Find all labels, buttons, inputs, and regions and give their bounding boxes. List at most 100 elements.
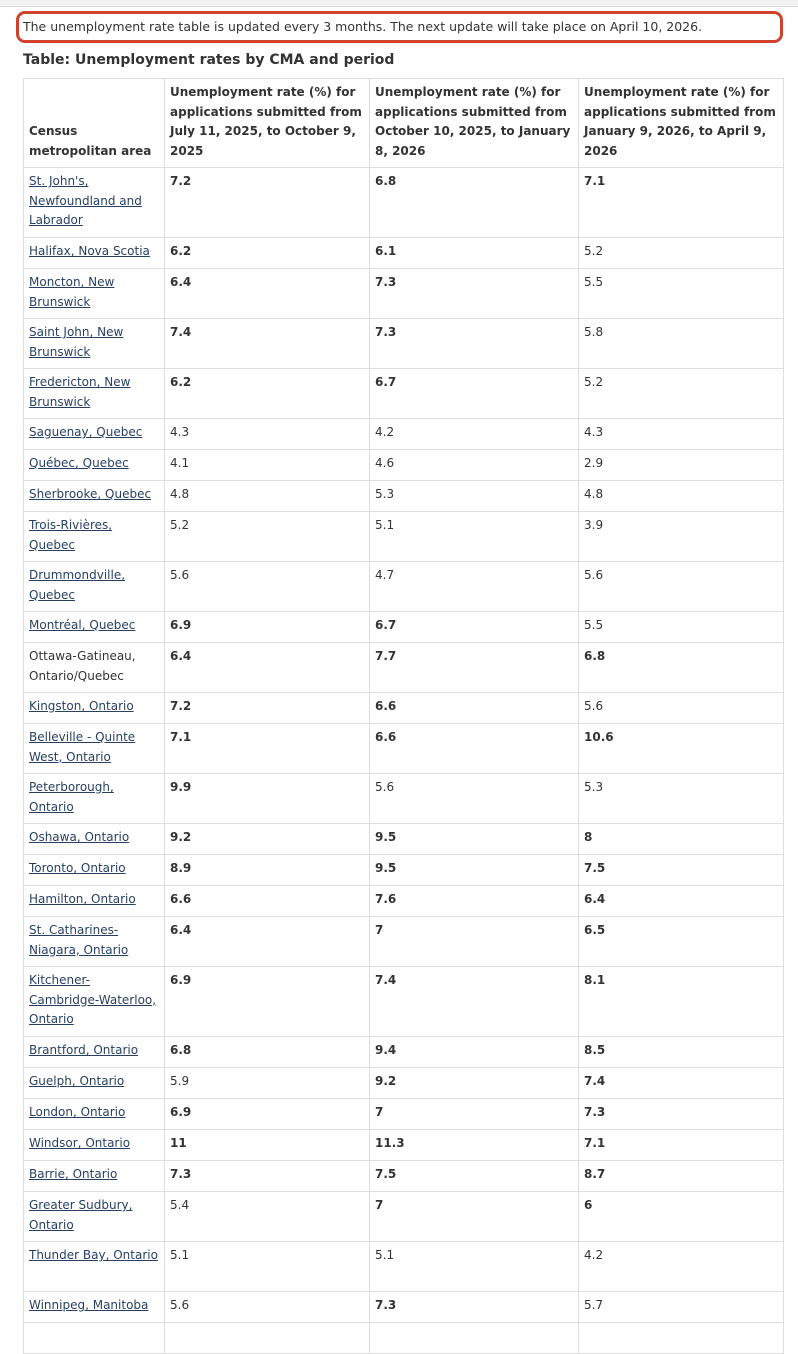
rate-cell-period-2: 9.2 [369, 1067, 579, 1099]
cma-cell [23, 1322, 165, 1354]
rate-cell-period-1: 5.6 [164, 1291, 370, 1323]
table-row: Greater Sudbury, Ontario 5.4 7 6 [23, 1191, 784, 1242]
cma-link[interactable]: Brantford, Ontario [29, 1043, 139, 1057]
table-row: Québec, Quebec 4.1 4.6 2.9 [23, 449, 784, 481]
rate-cell-period-3: 2.9 [578, 449, 784, 481]
rate-cell-period-1: 6.9 [164, 611, 370, 643]
rate-cell-period-2: 5.6 [369, 773, 579, 824]
rate-cell-period-1: 7.2 [164, 167, 370, 238]
rate-cell-period-2: 7.3 [369, 318, 579, 369]
rate-cell-period-1 [164, 1322, 370, 1354]
cma-link[interactable]: Hamilton, Ontario [29, 892, 136, 906]
rate-cell-period-3: 5.8 [578, 318, 784, 369]
cma-cell: St. Catharines-Niagara, Ontario [23, 916, 165, 967]
cma-link[interactable]: Moncton, New Brunswick [29, 275, 115, 309]
rate-cell-period-1: 5.9 [164, 1067, 370, 1099]
rate-cell-period-2: 7 [369, 1098, 579, 1130]
rate-cell-period-3 [578, 1322, 784, 1354]
table-row: St. Catharines-Niagara, Ontario 6.4 7 6.5 [23, 916, 784, 967]
cma-cell: Brantford, Ontario [23, 1036, 165, 1068]
rate-cell-period-1: 6.4 [164, 642, 370, 693]
cma-cell: Saguenay, Quebec [23, 418, 165, 450]
cma-cell: Belleville - Quinte West, Ontario [23, 723, 165, 774]
cma-link[interactable]: Fredericton, New Brunswick [29, 375, 131, 409]
cma-link[interactable]: Peterborough, Ontario [29, 780, 114, 814]
rate-cell-period-3: 5.7 [578, 1291, 784, 1323]
rate-cell-period-1: 9.9 [164, 773, 370, 824]
table-row: Drummondville, Quebec 5.6 4.7 5.6 [23, 561, 784, 612]
rate-cell-period-2: 6.6 [369, 723, 579, 774]
rate-cell-period-2: 7 [369, 916, 579, 967]
rate-cell-period-3: 5.6 [578, 561, 784, 612]
rate-cell-period-3: 6.5 [578, 916, 784, 967]
cma-cell: Montréal, Quebec [23, 611, 165, 643]
rate-cell-period-1: 6.8 [164, 1036, 370, 1068]
cma-link[interactable]: Guelph, Ontario [29, 1074, 125, 1088]
cma-link[interactable]: Oshawa, Ontario [29, 830, 130, 844]
cma-cell: Moncton, New Brunswick [23, 268, 165, 319]
cma-link[interactable]: Kitchener-Cambridge-Waterloo, Ontario [29, 973, 157, 1026]
cma-link[interactable]: Halifax, Nova Scotia [29, 244, 150, 258]
cma-link[interactable]: Saguenay, Quebec [29, 425, 143, 439]
table-row: Saguenay, Quebec 4.3 4.2 4.3 [23, 418, 784, 450]
rate-cell-period-1: 6.2 [164, 237, 370, 269]
rate-cell-period-1: 6.9 [164, 1098, 370, 1130]
table-row: St. John's, Newfoundland and Labrador 7.2… [23, 167, 784, 238]
rate-cell-period-1: 5.6 [164, 561, 370, 612]
rate-cell-period-3: 7.4 [578, 1067, 784, 1099]
rate-cell-period-3: 5.5 [578, 611, 784, 643]
cma-link[interactable]: Toronto, Ontario [29, 861, 126, 875]
update-notice: The unemployment rate table is updated e… [16, 11, 783, 43]
cma-link[interactable]: St. John's, Newfoundland and Labrador [29, 174, 142, 227]
rate-cell-period-1: 5.4 [164, 1191, 370, 1242]
rate-cell-period-3: 7.1 [578, 1129, 784, 1161]
cma-link[interactable]: Saint John, New Brunswick [29, 325, 124, 359]
cma-link[interactable]: Montréal, Quebec [29, 618, 136, 632]
cma-link[interactable]: Belleville - Quinte West, Ontario [29, 730, 136, 764]
cma-link[interactable]: Sherbrooke, Quebec [29, 487, 152, 501]
table-row: Barrie, Ontario 7.3 7.5 8.7 [23, 1160, 784, 1192]
rate-cell-period-1: 4.1 [164, 449, 370, 481]
cma-link[interactable]: Trois-Rivières, Quebec [29, 518, 113, 552]
cma-cell: Toronto, Ontario [23, 854, 165, 886]
cma-link[interactable]: St. Catharines-Niagara, Ontario [29, 923, 129, 957]
table-row: Trois-Rivières, Quebec 5.2 5.1 3.9 [23, 511, 784, 562]
table-body: St. John's, Newfoundland and Labrador 7.2… [23, 167, 784, 1354]
rate-cell-period-2: 7.3 [369, 268, 579, 319]
rate-cell-period-1: 4.3 [164, 418, 370, 450]
rate-cell-period-2: 9.5 [369, 823, 579, 855]
cma-cell: Windsor, Ontario [23, 1129, 165, 1161]
cma-link[interactable]: Drummondville, Quebec [29, 568, 126, 602]
cma-link[interactable]: Greater Sudbury, Ontario [29, 1198, 133, 1232]
cma-cell: Barrie, Ontario [23, 1160, 165, 1192]
table-row: Guelph, Ontario 5.9 9.2 7.4 [23, 1067, 784, 1099]
table-row: Montréal, Quebec 6.9 6.7 5.5 [23, 611, 784, 643]
cma-link[interactable]: London, Ontario [29, 1105, 126, 1119]
cma-cell: Oshawa, Ontario [23, 823, 165, 855]
rate-cell-period-3: 5.3 [578, 773, 784, 824]
cma-cell: Kitchener-Cambridge-Waterloo, Ontario [23, 966, 165, 1037]
table-row: Hamilton, Ontario 6.6 7.6 6.4 [23, 885, 784, 917]
table-row: Peterborough, Ontario 9.9 5.6 5.3 [23, 773, 784, 824]
page-top-edge [0, 0, 798, 7]
cma-cell: St. John's, Newfoundland and Labrador [23, 167, 165, 238]
rate-cell-period-2: 5.1 [369, 511, 579, 562]
cma-link[interactable]: Windsor, Ontario [29, 1136, 131, 1150]
cma-link[interactable]: Kingston, Ontario [29, 699, 134, 713]
rate-cell-period-2: 6.1 [369, 237, 579, 269]
table-row: Sherbrooke, Quebec 4.8 5.3 4.8 [23, 480, 784, 512]
rate-cell-period-2: 6.6 [369, 692, 579, 724]
cma-cell: Fredericton, New Brunswick [23, 368, 165, 419]
rate-cell-period-3: 7.5 [578, 854, 784, 886]
table-row: Toronto, Ontario 8.9 9.5 7.5 [23, 854, 784, 886]
rate-cell-period-1: 6.2 [164, 368, 370, 419]
cma-link[interactable]: Thunder Bay, Ontario [29, 1248, 158, 1262]
cma-link[interactable]: Québec, Quebec [29, 456, 129, 470]
cma-link[interactable]: Barrie, Ontario [29, 1167, 118, 1181]
rate-cell-period-3: 6.4 [578, 885, 784, 917]
table-row: Windsor, Ontario 11 11.3 7.1 [23, 1129, 784, 1161]
rate-cell-period-2: 6.7 [369, 368, 579, 419]
cma-link[interactable]: Winnipeg, Manitoba [29, 1298, 149, 1312]
table-header-row: Census metropolitan area Unemployment ra… [23, 78, 784, 168]
cma-cell: Thunder Bay, Ontario [23, 1241, 165, 1292]
